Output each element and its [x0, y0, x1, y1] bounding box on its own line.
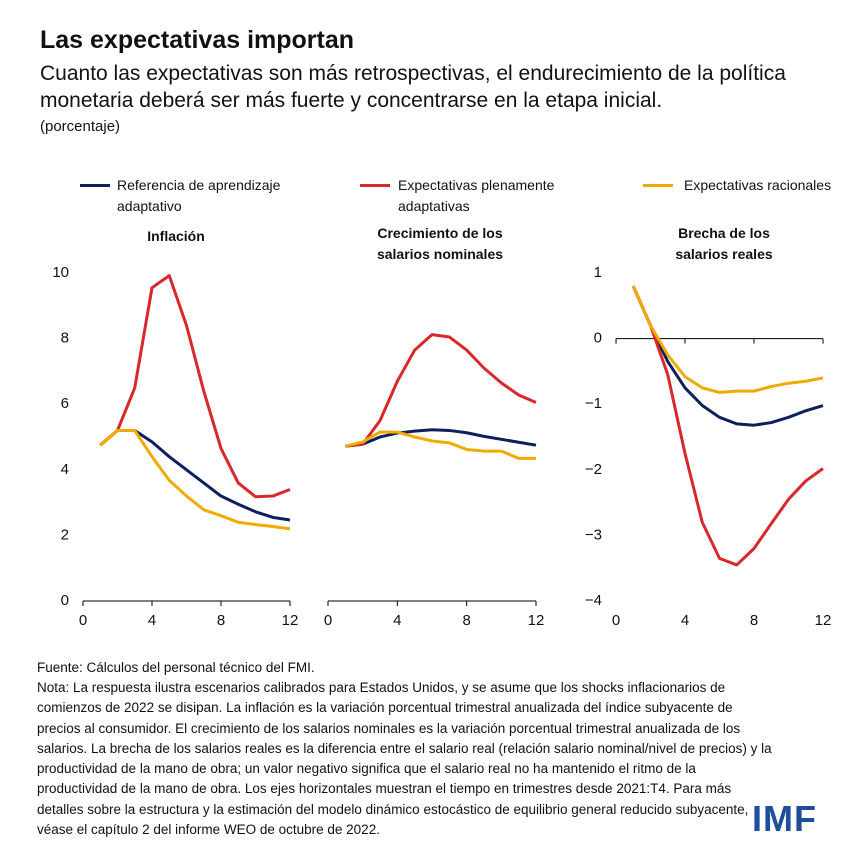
panel-title: Crecimiento de los salarios nominales: [376, 225, 504, 262]
x-tick-label: 8: [750, 612, 758, 629]
series-line: [345, 333, 537, 448]
y-tick-label: −4: [585, 592, 602, 609]
y-tick-label: 0: [594, 330, 602, 347]
legend-label: Expectativas racionales: [684, 177, 832, 193]
legend-swatch: [80, 184, 110, 187]
y-tick-label: 0: [61, 592, 69, 609]
y-tick-label: −1: [585, 395, 602, 412]
source: Fuente: Cálculos del personal técnico de…: [37, 660, 315, 675]
y-tick-label: 6: [61, 395, 69, 412]
x-tick-label: 4: [681, 612, 689, 629]
logo: IMF: [752, 798, 817, 839]
title: Las expectativas importan: [40, 26, 355, 54]
panel-title: Brecha de los salarios reales: [675, 225, 773, 262]
x-tick-label: 12: [815, 612, 832, 629]
x-tick-label: 4: [393, 612, 401, 629]
y-tick-label: −2: [585, 461, 602, 478]
note: Nota: La respuesta ilustra escenarios ca…: [37, 680, 772, 838]
series-line: [631, 285, 824, 567]
y-tick-label: 8: [61, 330, 69, 347]
x-tick-label: 12: [528, 612, 545, 629]
x-tick-label: 0: [79, 612, 87, 629]
x-tick-label: 8: [217, 612, 225, 629]
legend-swatch: [360, 184, 390, 187]
series-line: [99, 428, 291, 522]
series-line: [631, 285, 824, 394]
y-tick-label: −3: [585, 526, 602, 543]
unit: (porcentaje): [40, 118, 121, 135]
x-tick-label: 4: [148, 612, 156, 629]
x-tick-label: 12: [282, 612, 299, 629]
series-line: [344, 430, 536, 460]
subtitle: Cuanto las expectativas son más retrospe…: [40, 62, 786, 112]
panel-title: Inflación: [147, 228, 205, 244]
x-tick-label: 0: [324, 612, 332, 629]
series-line: [631, 285, 824, 427]
series-line: [99, 274, 291, 499]
y-tick-label: 4: [61, 461, 69, 478]
series-line: [345, 428, 537, 448]
y-tick-label: 10: [52, 264, 69, 281]
legend-label: Referencia de aprendizaje adaptativo: [117, 177, 281, 214]
series-line: [99, 428, 291, 531]
x-tick-label: 0: [612, 612, 620, 629]
x-tick-label: 8: [462, 612, 470, 629]
legend-swatch: [643, 184, 673, 187]
y-tick-label: 2: [61, 526, 69, 543]
y-tick-label: 1: [594, 264, 602, 281]
legend-label: Expectativas plenamente adaptativas: [398, 177, 555, 214]
